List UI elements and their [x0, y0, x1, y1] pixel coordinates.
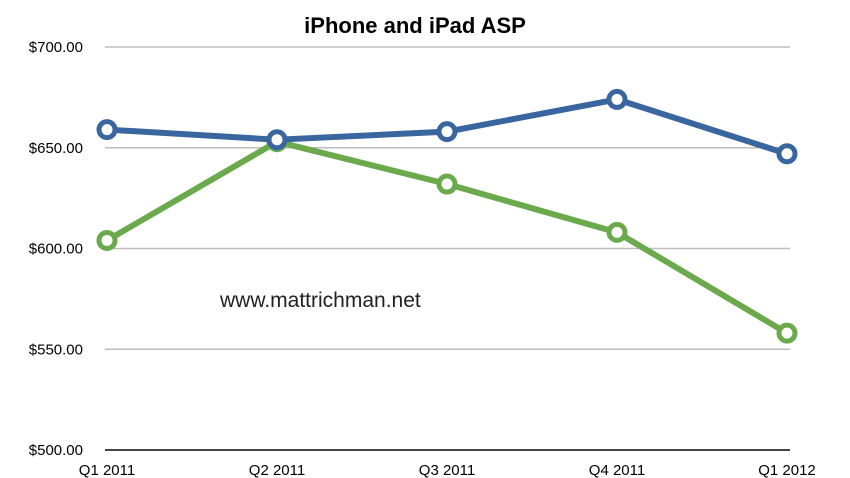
x-tick-label: Q4 2011: [589, 462, 645, 478]
x-tick-label: Q3 2011: [419, 462, 475, 478]
y-tick-label: $700.00: [29, 39, 83, 56]
x-tick-label: Q1 2011: [79, 462, 135, 478]
data-point: [606, 221, 628, 243]
y-tick-label: $500.00: [29, 442, 83, 459]
gridlines: [105, 46, 790, 451]
series-1: [96, 88, 798, 165]
data-point: [436, 173, 458, 195]
data-point: [606, 88, 628, 110]
data-point: [776, 143, 798, 165]
y-axis-ticks: $500.00 $550.00 $600.00 $650.00 $700.00: [29, 39, 83, 459]
data-point: [776, 322, 798, 344]
x-tick-label: Q2 2011: [249, 462, 305, 478]
y-tick-label: $600.00: [29, 241, 83, 258]
series-line: [104, 138, 790, 337]
data-point: [96, 229, 118, 251]
series-group: [96, 88, 798, 344]
data-point: [266, 129, 288, 151]
y-tick-label: $550.00: [29, 341, 83, 358]
data-point: [436, 121, 458, 143]
x-axis-ticks: Q1 2011 Q2 2011 Q3 2011 Q4 2011 Q1 2012: [79, 462, 816, 478]
chart-title: iPhone and iPad ASP: [304, 13, 526, 38]
watermark-annotation: www.mattrichman.net: [219, 289, 421, 312]
x-tick-label: Q1 2012: [758, 462, 816, 478]
y-tick-label: $650.00: [29, 140, 83, 157]
series-2: [96, 131, 798, 344]
data-point: [96, 119, 118, 141]
